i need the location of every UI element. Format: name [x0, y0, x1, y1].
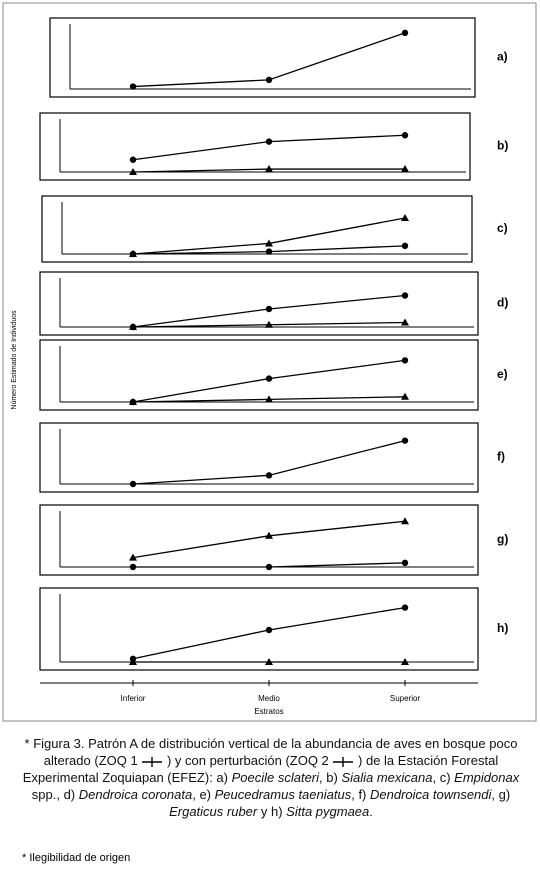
caption-text: Sialia mexicana: [341, 770, 433, 785]
caption-text: * Figura 3. Patrón A de distribución ver…: [24, 736, 518, 768]
marker: [401, 318, 409, 326]
series-line: [132, 520, 406, 559]
legend-symbol: [333, 756, 354, 767]
marker: [129, 168, 137, 175]
marker: [265, 375, 273, 382]
caption-text: , g): [491, 787, 511, 802]
caption-text: spp., d): [31, 787, 79, 802]
caption-text: .: [369, 804, 373, 819]
marker: [129, 553, 137, 561]
caption-text: Dendroica coronata: [78, 787, 193, 802]
panel-frame: [49, 17, 476, 98]
caption-text: y h): [257, 804, 287, 819]
x-tick-label: Inferior: [121, 694, 146, 703]
marker: [265, 658, 273, 665]
marker: [129, 398, 137, 405]
marker: [401, 29, 409, 37]
panel-label: b): [497, 139, 508, 153]
marker: [265, 165, 273, 173]
panel-frame: [39, 587, 479, 671]
caption-text: Empidonax: [454, 770, 520, 785]
x-tick-label: Medio: [258, 694, 280, 703]
caption-text: , c): [432, 770, 455, 785]
marker: [129, 83, 137, 90]
caption-text: , f): [351, 787, 370, 802]
marker: [129, 323, 137, 330]
marker: [401, 437, 409, 444]
caption-text: Sitta pygmaea: [286, 804, 370, 819]
panel-frame: [39, 504, 479, 576]
legend-symbol: [142, 756, 163, 767]
panel-frame: [41, 195, 473, 263]
x-tick-label: Superior: [390, 694, 421, 703]
y-axis-label: Número Estimado de Individuos: [11, 310, 18, 410]
marker: [401, 242, 409, 250]
legend-label: ZOQ 1: [98, 753, 138, 768]
panel-frame: [39, 271, 479, 336]
caption-text: Poecile sclateri: [231, 770, 320, 785]
marker: [265, 138, 273, 145]
marker: [401, 292, 409, 299]
panel-frame: [39, 422, 479, 493]
caption-text: Peucedramus taeniatus: [214, 787, 352, 802]
panel-frame: [39, 339, 479, 411]
footnote: * Ilegibilidad de origen: [22, 852, 131, 864]
x-axis-label: Estratos: [254, 707, 283, 716]
panel-frame: [39, 112, 471, 181]
panel-label: g): [497, 532, 508, 546]
marker: [129, 658, 137, 665]
marker: [401, 658, 409, 665]
marker: [401, 165, 409, 173]
marker: [129, 156, 137, 163]
caption-text: , b): [319, 770, 342, 785]
caption-text: ) de la Estación Forestal Experimental Z…: [22, 753, 499, 785]
marker: [265, 248, 273, 255]
panel-label: c): [497, 221, 508, 235]
legend-label: ZOQ 2: [289, 753, 329, 768]
marker: [129, 250, 137, 257]
figure: Número Estimado de Individuos a) b) c) d) e)…: [2, 2, 537, 722]
marker: [265, 320, 273, 328]
caption-text: ) y con perturbación (: [163, 753, 290, 768]
marker: [265, 305, 273, 313]
panel-label: h): [497, 621, 508, 635]
marker: [129, 480, 137, 488]
marker: [401, 559, 409, 567]
marker: [401, 214, 409, 221]
marker: [401, 517, 409, 525]
marker: [401, 132, 409, 139]
marker: [265, 531, 273, 539]
marker: [265, 563, 273, 571]
panel-label: f): [497, 450, 505, 464]
caption: * Figura 3. Patrón A de distribución ver…: [8, 735, 534, 820]
panel-label: d): [497, 296, 508, 310]
marker: [401, 392, 409, 400]
marker: [401, 604, 409, 611]
caption-text: , e): [192, 787, 215, 802]
marker: [265, 472, 273, 479]
marker: [129, 563, 137, 571]
marker: [265, 239, 273, 247]
panel-label: a): [497, 50, 508, 64]
caption-text: Dendroica townsendi: [370, 787, 492, 802]
marker: [265, 626, 273, 634]
panel-label: e): [497, 367, 508, 381]
marker: [401, 357, 409, 364]
marker: [265, 395, 273, 403]
marker: [265, 76, 273, 84]
caption-text: Ergaticus ruber: [169, 804, 258, 819]
figure-frame: [2, 2, 537, 722]
